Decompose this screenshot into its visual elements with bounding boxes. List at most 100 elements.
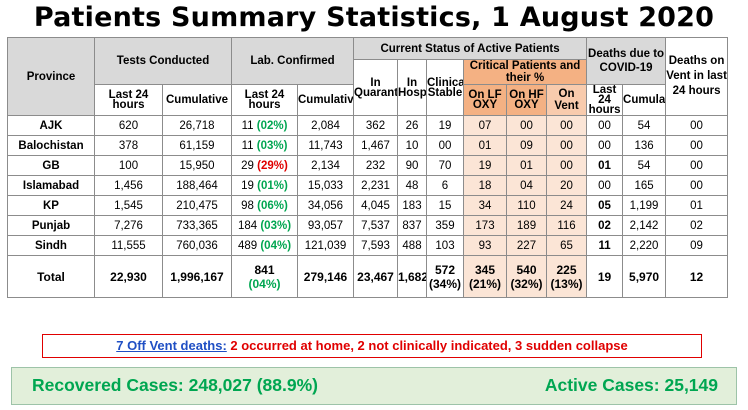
total-lf-pct: (21%) xyxy=(468,276,501,291)
header-clinically-stable: Clinically Stable xyxy=(426,59,464,116)
clinically-stable: 103 xyxy=(426,235,464,256)
table-row: Punjab 7,276 733,365 184 (03%) 93,057 7,537 83… xyxy=(7,215,729,236)
lab-last24-value: 489 xyxy=(237,239,258,252)
tests-cumulative: 188,464 xyxy=(162,175,232,196)
total-lab-last24-pct: (04%) xyxy=(248,276,281,291)
deaths-cumulative: 54 xyxy=(622,115,667,136)
on-vent: 116 xyxy=(545,215,588,236)
on-vent: 00 xyxy=(545,155,588,176)
off-vent-deaths-note: 7 Off Vent deaths: 2 occurred at home, 2… xyxy=(42,334,702,358)
total-tests-last24: 22,930 xyxy=(94,255,163,298)
table-row: Sindh 11,555 760,036 489 (04%) 121,039 7,593 4… xyxy=(7,235,729,256)
lab-cumulative: 34,056 xyxy=(297,195,354,216)
on-hf-oxy: 110 xyxy=(506,195,547,216)
header-in-quarantine: In Quarantine xyxy=(353,59,398,116)
lab-last24: 489 (04%) xyxy=(231,235,298,256)
lab-last24-pct: (04%) xyxy=(260,239,292,252)
header-in-hospitals: In Hospitals xyxy=(397,59,427,116)
header-province: Province xyxy=(7,37,95,116)
deaths-last24: 00 xyxy=(586,115,624,136)
deaths-last24: 00 xyxy=(586,135,624,156)
lab-last24-pct: (06%) xyxy=(257,199,288,212)
table-row: GB 100 15,950 29 (29%) 2,134 232 90 70 19 01 00 01 5… xyxy=(7,155,729,176)
tests-cumulative: 15,950 xyxy=(162,155,232,176)
header-tests-cumulative: Cumulative xyxy=(162,84,232,116)
in-hospitals: 183 xyxy=(397,195,427,216)
in-hospitals: 48 xyxy=(397,175,427,196)
in-hospitals: 26 xyxy=(397,115,427,136)
lab-last24-pct: (03%) xyxy=(260,219,292,232)
total-clinically-stable: 572 (34%) xyxy=(426,255,464,298)
table-row: Balochistan 378 61,159 11 (03%) 11,743 1,467 1… xyxy=(7,135,729,156)
header-deaths-cumulative: Cumulative xyxy=(622,84,667,116)
total-hf-pct: (32%) xyxy=(510,276,543,291)
deaths-last24: 11 xyxy=(586,235,624,256)
clinically-stable: 15 xyxy=(426,195,464,216)
clinically-stable: 359 xyxy=(426,215,464,236)
total-tests-cumulative: 1,996,167 xyxy=(162,255,232,298)
on-hf-oxy: 00 xyxy=(506,115,547,136)
in-quarantine: 232 xyxy=(353,155,398,176)
tests-cumulative: 210,475 xyxy=(162,195,232,216)
deaths-vent: 00 xyxy=(665,155,729,176)
header-tests-conducted: Tests Conducted xyxy=(94,37,232,85)
total-vent-pct: (13%) xyxy=(550,276,583,291)
header-deaths-last24: Last 24 hours xyxy=(586,84,624,116)
active-cases: Active Cases: 25,149 xyxy=(544,375,718,395)
on-lf-oxy: 07 xyxy=(463,115,507,136)
header-lab-confirmed: Lab. Confirmed xyxy=(231,37,354,85)
deaths-last24: 05 xyxy=(586,195,624,216)
clinically-stable: 70 xyxy=(426,155,464,176)
total-lf-value: 345 xyxy=(474,262,496,277)
off-vent-deaths-text: 2 occurred at home, 2 not clinically ind… xyxy=(226,338,628,353)
deaths-last24: 01 xyxy=(586,155,624,176)
in-quarantine: 2,231 xyxy=(353,175,398,196)
lab-last24-pct: (01%) xyxy=(257,179,288,192)
deaths-last24: 00 xyxy=(586,175,624,196)
lab-cumulative: 93,057 xyxy=(297,215,354,236)
on-hf-oxy: 227 xyxy=(506,235,547,256)
table-row: AJK 620 26,718 11 (02%) 2,084 362 26 19 07 00 00 00… xyxy=(7,115,729,136)
total-stable-pct: (34%) xyxy=(428,276,461,291)
lab-last24-pct: (03%) xyxy=(256,139,288,152)
table-row: Islamabad 1,456 188,464 19 (01%) 15,033 2,231… xyxy=(7,175,729,196)
recovered-cases: Recovered Cases: 248,027 (88.9%) xyxy=(32,375,319,395)
header-deaths-covid: Deaths due to COVID-19 xyxy=(586,37,667,85)
header-deaths-vent: Deaths on Vent in last 24 hours xyxy=(665,37,729,116)
deaths-cumulative: 2,220 xyxy=(622,235,667,256)
tests-cumulative: 61,159 xyxy=(162,135,232,156)
total-lab-last24-value: 841 xyxy=(254,262,275,277)
lab-last24-value: 29 xyxy=(241,159,254,172)
total-lab-cumulative: 279,146 xyxy=(297,255,354,298)
on-lf-oxy: 173 xyxy=(463,215,507,236)
in-hospitals: 90 xyxy=(397,155,427,176)
clinically-stable: 19 xyxy=(426,115,464,136)
lab-last24-value: 11 xyxy=(241,119,254,132)
total-deaths-last24: 19 xyxy=(586,255,624,298)
on-lf-oxy: 19 xyxy=(463,155,507,176)
in-quarantine: 362 xyxy=(353,115,398,136)
deaths-cumulative: 2,142 xyxy=(622,215,667,236)
total-row: Total 22,930 1,996,167 841 (04%) 279,146 … xyxy=(7,255,729,298)
in-hospitals: 488 xyxy=(397,235,427,256)
on-lf-oxy: 18 xyxy=(463,175,507,196)
on-lf-oxy: 93 xyxy=(463,235,507,256)
total-vent-value: 225 xyxy=(556,262,577,277)
off-vent-deaths-label: 7 Off Vent deaths: xyxy=(116,338,227,353)
on-hf-oxy: 189 xyxy=(506,215,547,236)
lab-cumulative: 11,743 xyxy=(297,135,354,156)
province-name: GB xyxy=(7,155,95,176)
tests-last24: 1,456 xyxy=(94,175,163,196)
total-in-quarantine: 23,467 xyxy=(353,255,398,298)
in-hospitals: 10 xyxy=(397,135,427,156)
cases-summary-bar: Recovered Cases: 248,027 (88.9%) Active … xyxy=(11,367,737,405)
in-quarantine: 7,593 xyxy=(353,235,398,256)
deaths-cumulative: 54 xyxy=(622,155,667,176)
lab-cumulative: 2,134 xyxy=(297,155,354,176)
tests-last24: 620 xyxy=(94,115,163,136)
summary-table: Province Tests Conducted Lab. Confirmed … xyxy=(7,37,729,298)
on-vent: 65 xyxy=(545,235,588,256)
on-vent: 00 xyxy=(545,135,588,156)
deaths-cumulative: 165 xyxy=(622,175,667,196)
in-quarantine: 4,045 xyxy=(353,195,398,216)
